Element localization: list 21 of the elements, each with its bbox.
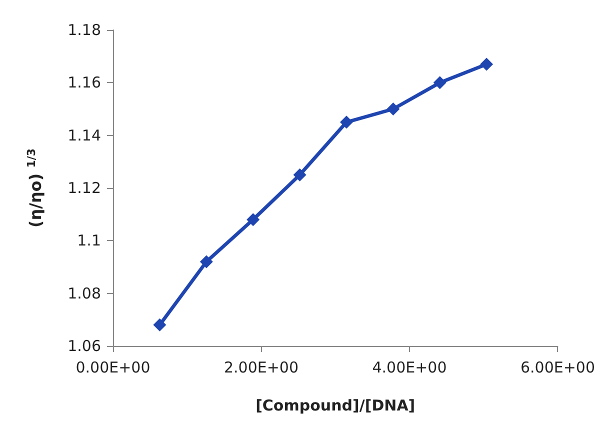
x-tick-label: 0.00E+00	[76, 358, 150, 376]
y-tick-label: 1.1	[77, 232, 101, 250]
point	[153, 318, 166, 332]
point	[200, 255, 213, 268]
y-tick-label: 1.12	[68, 179, 101, 197]
y-axis-title: (η/ηo) 1/3	[25, 148, 45, 228]
x-tick-label: 6.00E+00	[520, 358, 595, 376]
y-tick-label: 1.08	[68, 284, 101, 302]
x-tick-label: 4.00E+00	[372, 358, 447, 376]
y-tick-label: 1.14	[68, 126, 101, 144]
x-axis-title: [Compound]/[DNA]	[256, 396, 416, 414]
point	[386, 102, 400, 116]
point	[340, 116, 353, 129]
point	[480, 58, 494, 71]
point	[293, 168, 306, 182]
y-tick-label: 1.16	[68, 74, 101, 92]
y-tick-label: 1.06	[68, 337, 101, 355]
point	[433, 76, 446, 90]
x-tick-label: 2.00E+00	[224, 358, 299, 376]
point	[246, 213, 260, 226]
y-tick-label: 1.18	[68, 21, 101, 39]
